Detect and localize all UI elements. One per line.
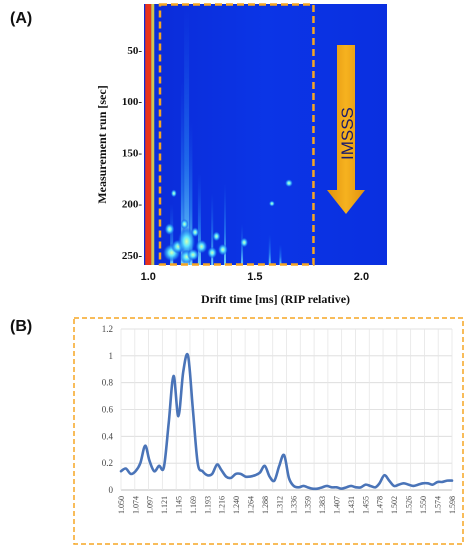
- heatmap-peak-11: [212, 231, 221, 242]
- heatmap-peak-2: [177, 227, 196, 256]
- x-tick-a-2: 2.0: [354, 271, 369, 283]
- x-tick-b-5: 1.169: [189, 496, 198, 514]
- x-tick-b-4: 1.145: [174, 496, 183, 514]
- x-tick-a-1: 1.5: [247, 271, 262, 283]
- y-tick-b-1: 0.2: [102, 458, 113, 468]
- x-tick-b-16: 1.431: [347, 496, 356, 514]
- heatmap-peak-5: [195, 239, 208, 254]
- heatmap-peak-8: [164, 223, 175, 236]
- heatmap-peak-13: [284, 179, 293, 188]
- x-tick-b-20: 1.526: [405, 496, 414, 514]
- x-tick-b-19: 1.502: [390, 496, 399, 514]
- x-tick-b-14: 1.383: [318, 496, 327, 514]
- heatmap-streak-4: [197, 172, 201, 265]
- y-tick-b-5: 1: [109, 351, 114, 361]
- heatmap-streak-3: [189, 121, 193, 266]
- y-tick-a-1: 200-: [122, 199, 143, 211]
- y-tick-a-3: 100-: [122, 96, 143, 108]
- x-tick-b-10: 1.288: [261, 496, 270, 514]
- rip-line-edge: [151, 4, 155, 265]
- panel-b-label: (B): [10, 318, 33, 335]
- heatmap-peak-9: [180, 219, 189, 230]
- heatmap-peak-14: [170, 189, 177, 198]
- y-tick-b-4: 0.8: [102, 378, 114, 388]
- x-tick-b-13: 1.359: [304, 496, 313, 514]
- heatmap-streak-5: [211, 193, 214, 265]
- x-tick-b-9: 1.264: [246, 496, 255, 514]
- heatmap-streak-2: [184, 9, 190, 266]
- x-tick-b-7: 1.216: [217, 496, 226, 514]
- x-tick-b-12: 1.336: [290, 496, 299, 514]
- arrow-label: IMSSS: [338, 107, 357, 160]
- x-axis-label-a: Drift time [ms] (RIP relative): [201, 292, 350, 306]
- y-axis-label-a: Measurement run [sec]: [95, 85, 109, 203]
- x-tick-a-0: 1.0: [141, 271, 156, 283]
- x-tick-b-0: 1.050: [117, 496, 126, 514]
- heatmap-peak-6: [207, 246, 218, 259]
- y-tick-b-3: 0.6: [102, 405, 114, 415]
- x-tick-b-15: 1.407: [333, 496, 342, 514]
- x-tick-b-22: 1.574: [434, 496, 443, 514]
- x-tick-b-8: 1.240: [232, 496, 241, 514]
- heatmap-streak-9: [279, 244, 282, 265]
- x-tick-b-11: 1.312: [275, 496, 284, 514]
- heatmap-streak-8: [268, 234, 271, 265]
- y-tick-a-0: 250-: [122, 250, 143, 262]
- heatmap-streak-6: [224, 183, 226, 265]
- x-tick-b-21: 1.550: [419, 496, 428, 514]
- y-tick-a-2: 150-: [122, 147, 143, 159]
- panel-a-label: (A): [10, 10, 33, 27]
- intensity-series-line: [119, 352, 454, 491]
- direction-arrow: [327, 45, 365, 214]
- x-tick-b-3: 1.121: [160, 496, 169, 514]
- heatmap-peak-4: [187, 248, 200, 261]
- heatmap-peak-15: [268, 200, 275, 207]
- x-tick-b-18: 1.478: [376, 496, 385, 514]
- selection-box-a: [158, 3, 315, 266]
- x-tick-b-2: 1.097: [145, 496, 154, 514]
- y-tick-b-0: 0: [109, 485, 114, 495]
- x-tick-b-6: 1.193: [203, 496, 212, 514]
- x-tick-b-23: 1.598: [448, 496, 457, 514]
- selection-box-b: [73, 317, 464, 545]
- y-tick-b-2: 0.4: [102, 431, 114, 441]
- heatmap-streak-1: [180, 80, 184, 265]
- heatmap-peak-12: [240, 237, 249, 248]
- heatmap-peak-10: [191, 227, 200, 238]
- x-tick-b-17: 1.455: [362, 496, 371, 514]
- heatmap-peak-7: [217, 243, 228, 256]
- y-tick-b-6: 1.2: [102, 324, 113, 334]
- x-tick-b-1: 1.074: [131, 496, 140, 514]
- y-tick-a-4: 50-: [127, 45, 142, 57]
- rip-line: [145, 4, 152, 265]
